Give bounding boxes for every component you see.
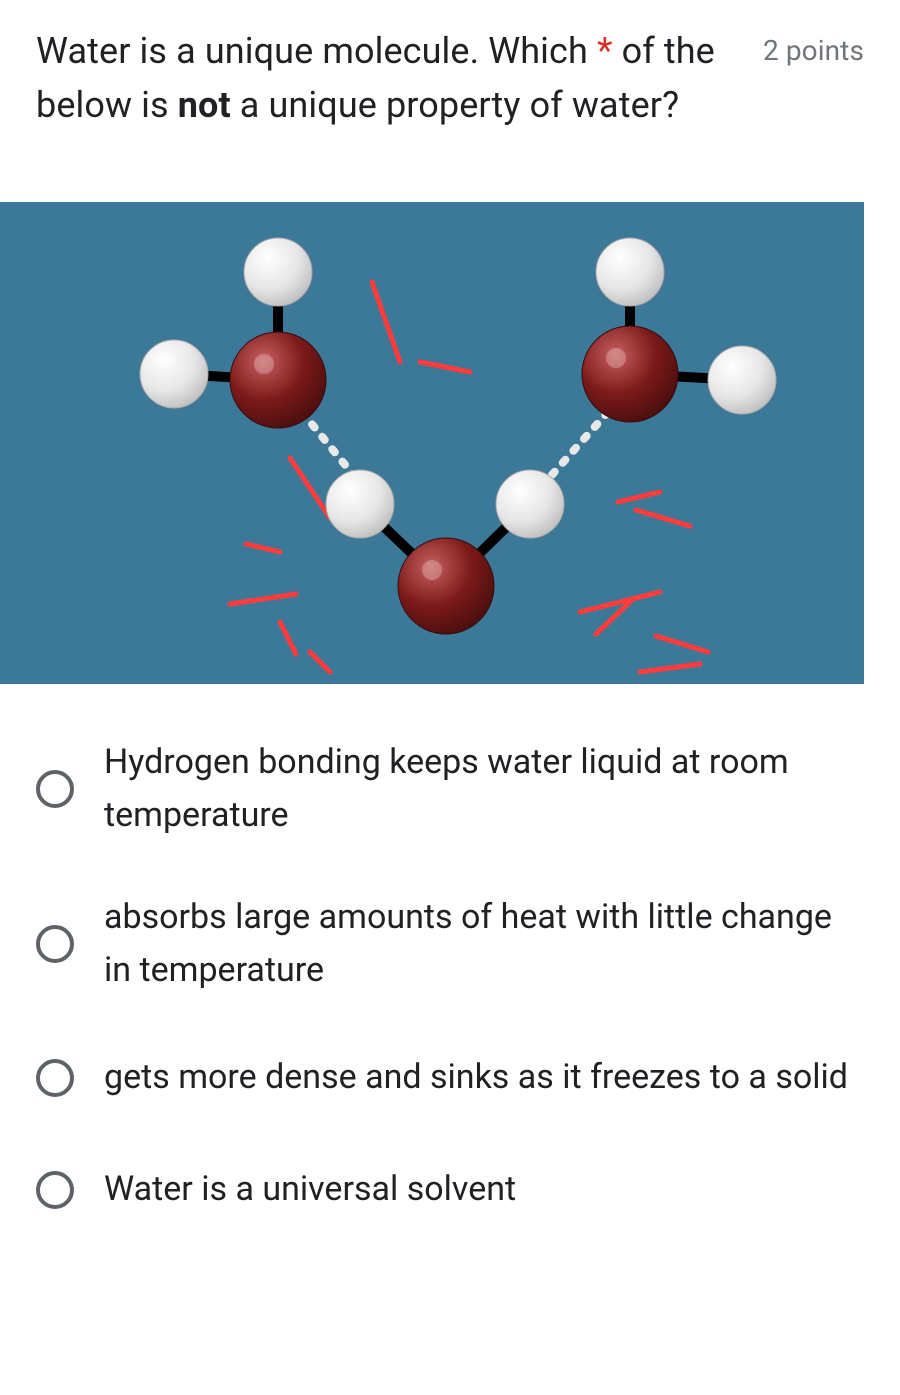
question-emphasis: not <box>178 84 231 126</box>
answer-options: Hydrogen bonding keeps water liquid at r… <box>36 722 864 1235</box>
water-molecules-diagram <box>0 202 864 684</box>
option-2[interactable]: gets more dense and sinks as it freezes … <box>36 1033 864 1123</box>
option-label[interactable]: Water is a universal solvent <box>104 1163 516 1216</box>
option-label[interactable]: Hydrogen bonding keeps water liquid at r… <box>104 736 864 841</box>
option-0[interactable]: Hydrogen bonding keeps water liquid at r… <box>36 722 864 855</box>
question-part-1: Water is a unique molecule. Which <box>36 30 597 72</box>
radio-button[interactable] <box>36 1059 74 1097</box>
required-asterisk: * <box>597 30 613 72</box>
option-label[interactable]: absorbs large amounts of heat with littl… <box>104 891 864 996</box>
question-image <box>0 202 864 684</box>
radio-button[interactable] <box>36 770 74 808</box>
radio-button[interactable] <box>36 1171 74 1209</box>
question-part-3: a unique property of water? <box>231 84 679 126</box>
option-label[interactable]: gets more dense and sinks as it freezes … <box>104 1051 848 1104</box>
option-1[interactable]: absorbs large amounts of heat with littl… <box>36 877 864 1010</box>
radio-button[interactable] <box>36 925 74 963</box>
points-label: 2 points <box>763 30 864 72</box>
question-text: 2 points Water is a unique molecule. Whi… <box>36 0 864 132</box>
option-3[interactable]: Water is a universal solvent <box>36 1145 864 1235</box>
